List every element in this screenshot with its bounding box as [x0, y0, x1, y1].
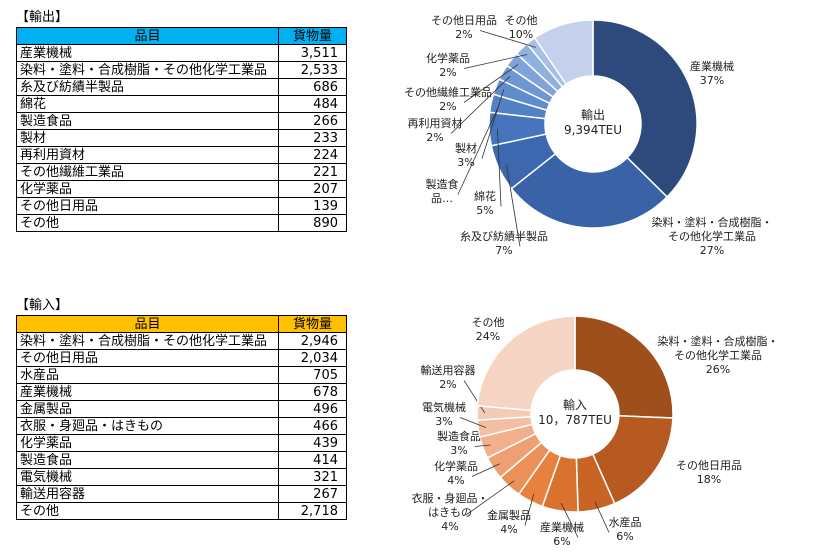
donut-slice: [574, 315, 674, 419]
leader-line: [524, 494, 535, 526]
slice-label: 産業機械 6%: [540, 520, 584, 548]
leader-line: [463, 380, 486, 414]
leader-line: [463, 54, 528, 69]
column-header-volume: 貨物量: [278, 27, 347, 45]
row-item: その他: [16, 502, 279, 520]
table-row: 糸及び紡績半製品 686: [16, 78, 347, 96]
leader-line: [479, 30, 536, 48]
donut-slice: [510, 152, 669, 229]
leader-line: [594, 501, 610, 533]
row-volume: 2,718: [278, 502, 347, 520]
leader-line: [506, 164, 521, 247]
table-row: 製造食品 414: [16, 451, 347, 469]
row-volume: 207: [278, 180, 347, 198]
table-row: その他 890: [16, 214, 347, 232]
column-header-volume: 貨物量: [278, 315, 347, 333]
slice-label: 染料・塗料・合成樹脂・その他化学工業品 26%: [658, 334, 779, 376]
table-row: 衣服・身廻品・はきもの 466: [16, 417, 347, 435]
slice-label: その他繊維工業品 2%: [404, 86, 492, 113]
row-volume: 221: [278, 163, 347, 181]
slice-label: 水産品 6%: [609, 516, 642, 543]
table-row: 染料・塗料・合成樹脂・その他化学工業品 2,946: [16, 332, 347, 350]
donut-center-label: 輸出 9,394TEU: [564, 107, 622, 137]
row-volume: 3,511: [278, 44, 347, 62]
row-item: 糸及び紡績半製品: [16, 78, 279, 96]
row-volume: 414: [278, 451, 347, 469]
row-volume: 2,946: [278, 332, 347, 350]
donut-center-label: 輸入 10，787TEU: [538, 397, 612, 427]
donut-slice: [476, 315, 576, 412]
table-row: 化学薬品 439: [16, 434, 347, 452]
slice-label: 電気機械 3%: [422, 400, 466, 428]
row-volume: 678: [278, 383, 347, 401]
leader-line: [497, 128, 502, 207]
slice-label: 製造食品…: [426, 177, 459, 205]
slice-label: 綿花 5%: [474, 189, 496, 217]
slice-label: 衣服・身廻品・はきもの 4%: [412, 491, 489, 533]
leader-line: [450, 76, 511, 134]
leader-line: [457, 104, 500, 195]
slice-label: その他 24%: [472, 316, 505, 343]
row-volume: 2,533: [278, 61, 347, 79]
row-volume: 2,034: [278, 349, 347, 367]
slice-label: 輸送用容器 2%: [421, 363, 476, 391]
slice-label: その他日用品 18%: [676, 459, 742, 486]
row-item: 染料・塗料・合成樹脂・その他化学工業品: [16, 332, 279, 350]
row-volume: 890: [278, 214, 347, 232]
donut-slice: [533, 19, 594, 86]
row-volume: 686: [278, 78, 347, 96]
row-item: 産業機械: [16, 44, 279, 62]
slice-label: その他日用品 2%: [431, 14, 497, 41]
column-header-item: 品目: [16, 27, 279, 45]
leader-line: [471, 463, 500, 477]
leader-line: [465, 480, 515, 516]
table-row: 産業機械 3,511: [16, 44, 347, 62]
table-row: 製造食品 266: [16, 112, 347, 130]
donut-slice: [592, 19, 698, 199]
slice-label: 製造食品 3%: [437, 429, 481, 457]
table-row: その他 2,718: [16, 502, 347, 520]
row-volume: 496: [278, 400, 347, 418]
slice-label: その他 10%: [505, 14, 538, 41]
leader-line: [463, 64, 519, 103]
export-table: 品目 貨物量 産業機械 3,511 染料・塗料・合成樹脂・その他化学工業品 2,533…: [16, 27, 347, 232]
row-volume: 266: [278, 112, 347, 130]
import-table: 品目 貨物量 染料・塗料・合成樹脂・その他化学工業品 2,946 その他日用品 2,0…: [16, 315, 347, 520]
table-header-row: 品目 貨物量: [16, 27, 347, 45]
leader-line: [560, 502, 579, 538]
slice-label: 製材 3%: [455, 141, 477, 169]
row-volume: 139: [278, 197, 347, 215]
row-volume: 224: [278, 146, 347, 164]
slice-label: 化学薬品 4%: [434, 459, 478, 487]
slice-label: 金属製品 4%: [487, 508, 531, 536]
row-item: 衣服・身廻品・はきもの: [16, 417, 279, 435]
row-volume: 233: [278, 129, 347, 147]
donut-slice: [591, 415, 674, 505]
slice-label: 化学薬品 2%: [426, 51, 470, 79]
leader-line: [474, 444, 491, 447]
export-section-title: 【輸出】: [16, 10, 69, 25]
table-row: 綿花 484: [16, 95, 347, 113]
slice-label: 染料・塗料・合成樹脂・その他化学工業品 27%: [652, 215, 773, 257]
slice-label: 糸及び紡績半製品 7%: [460, 229, 548, 257]
table-row: 水産品 705: [16, 366, 347, 384]
import-section-title: 【輸入】: [16, 298, 69, 313]
leader-line: [481, 89, 505, 159]
slice-label: 再利用資材 2%: [408, 116, 463, 144]
row-volume: 321: [278, 468, 347, 486]
row-item: その他: [16, 214, 279, 232]
row-item: その他繊維工業品: [16, 163, 279, 181]
leader-line: [459, 417, 486, 428]
table-row: その他繊維工業品 221: [16, 163, 347, 181]
slice-label: 産業機械 37%: [690, 59, 734, 87]
row-volume: 439: [278, 434, 347, 452]
row-volume: 466: [278, 417, 347, 435]
